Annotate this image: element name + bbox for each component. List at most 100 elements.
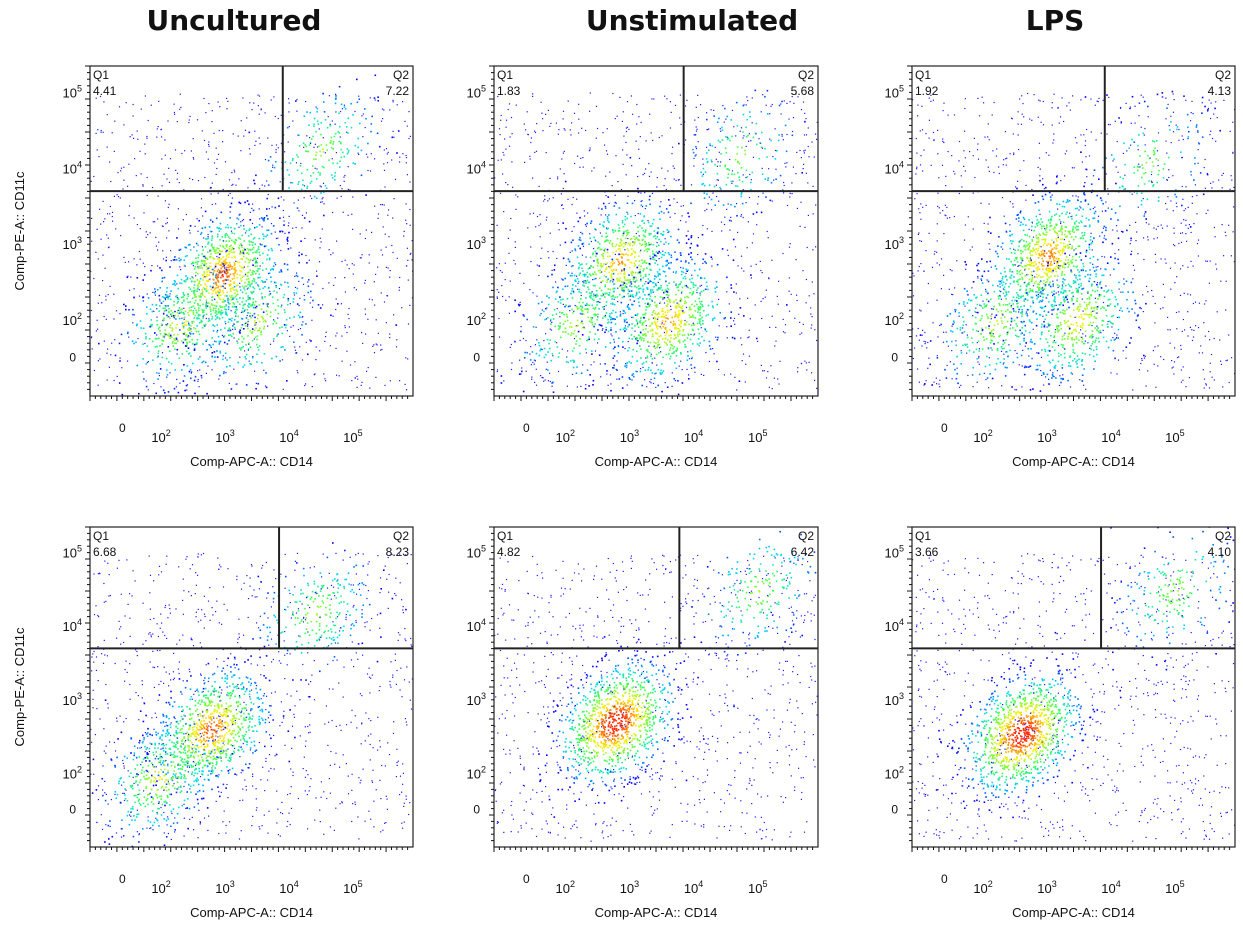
event-dot — [645, 281, 647, 283]
event-dot — [627, 349, 629, 352]
event-dot — [536, 339, 538, 341]
event-dot — [745, 363, 747, 365]
event-dot — [655, 323, 657, 326]
event-dot — [231, 296, 234, 299]
event-dot — [769, 326, 771, 328]
event-dot — [239, 347, 241, 349]
event-dot — [643, 268, 645, 270]
event-dot — [218, 297, 220, 299]
event-dot — [283, 324, 286, 326]
event-dot — [781, 133, 783, 136]
event-dot — [654, 332, 657, 334]
event-dot — [198, 296, 201, 298]
event-dot — [700, 277, 702, 279]
event-dot — [733, 320, 735, 322]
event-dot — [214, 265, 217, 268]
event-dot — [227, 306, 230, 308]
event-dot — [689, 316, 691, 318]
event-dot — [807, 127, 809, 129]
event-dot — [253, 287, 256, 290]
event-dot — [250, 291, 252, 293]
event-dot — [276, 291, 278, 294]
event-dot — [553, 269, 556, 271]
event-dot — [183, 331, 186, 334]
event-dot — [164, 307, 166, 310]
event-dot — [125, 308, 127, 311]
event-dot — [140, 327, 143, 329]
event-dot — [359, 122, 361, 125]
event-dot — [267, 137, 269, 139]
event-dot — [312, 165, 314, 167]
y-tick-label: 102 — [63, 311, 82, 328]
event-dot — [146, 345, 149, 347]
event-dot — [235, 315, 237, 317]
event-dot — [235, 307, 238, 309]
event-dot — [653, 258, 656, 261]
event-dot — [238, 214, 240, 216]
event-dot — [509, 346, 511, 348]
event-dot — [268, 258, 271, 261]
event-dot — [343, 176, 345, 178]
event-dot — [211, 243, 213, 246]
event-dot — [280, 346, 282, 349]
event-dot — [699, 285, 701, 287]
event-dot — [668, 334, 670, 337]
event-dot — [638, 291, 640, 294]
event-dot — [239, 202, 242, 205]
event-dot — [606, 418, 608, 420]
event-dot — [636, 323, 638, 326]
event-dot — [636, 123, 638, 125]
event-dot — [628, 259, 630, 261]
event-dot — [655, 332, 658, 335]
event-dot — [198, 282, 201, 285]
event-dot — [654, 312, 657, 315]
event-dot — [263, 327, 265, 330]
event-dot — [305, 212, 307, 214]
event-dot — [605, 232, 607, 235]
event-dot — [234, 241, 236, 244]
event-dot — [165, 324, 168, 327]
event-dot — [716, 165, 718, 167]
event-dot — [816, 387, 818, 389]
event-dot — [609, 267, 611, 269]
event-dot — [590, 292, 593, 295]
event-dot — [700, 300, 703, 303]
event-dot — [664, 320, 667, 323]
event-dot — [496, 297, 498, 299]
event-dot — [254, 130, 256, 132]
event-dot — [761, 173, 764, 175]
event-dot — [281, 304, 283, 306]
event-dot — [218, 343, 220, 345]
event-dot — [280, 270, 283, 273]
event-dot — [202, 343, 204, 345]
event-dot — [156, 345, 158, 348]
event-dot — [634, 264, 637, 266]
event-dot — [217, 335, 220, 338]
event-dot — [316, 107, 319, 110]
event-dot — [402, 101, 404, 103]
event-dot — [95, 97, 97, 99]
event-dot — [577, 267, 580, 270]
event-dot — [238, 331, 241, 333]
event-dot — [102, 131, 104, 133]
event-dot — [253, 304, 256, 306]
event-dot — [125, 305, 127, 307]
event-dot — [170, 362, 173, 365]
event-dot — [263, 219, 265, 222]
event-dot — [598, 301, 600, 304]
event-dot — [610, 269, 613, 271]
event-dot — [323, 166, 325, 169]
event-dot — [664, 334, 667, 337]
event-dot — [331, 158, 333, 160]
event-dot — [297, 156, 299, 158]
event-dot — [194, 280, 196, 283]
event-dot — [93, 175, 95, 178]
event-dot — [244, 281, 246, 284]
event-dot — [348, 326, 350, 328]
event-dot — [696, 289, 698, 291]
event-dot — [586, 276, 589, 278]
event-dot — [682, 340, 685, 343]
event-dot — [274, 231, 276, 233]
event-dot — [219, 291, 221, 293]
event-dot — [186, 278, 189, 280]
